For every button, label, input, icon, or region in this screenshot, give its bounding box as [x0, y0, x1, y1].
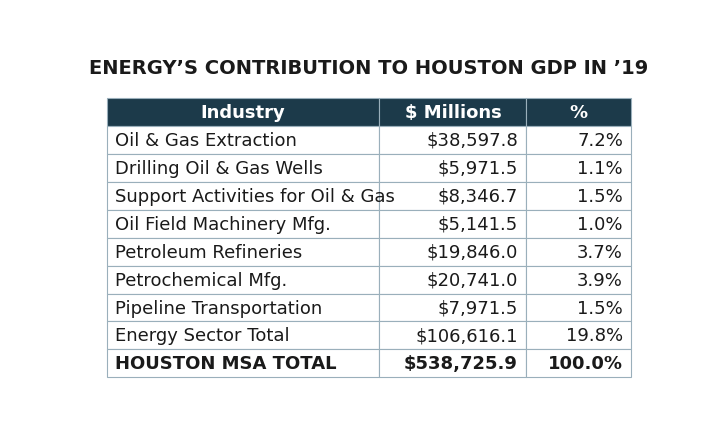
Bar: [107, 127, 379, 155]
Text: 1.5%: 1.5%: [577, 299, 623, 317]
Bar: [526, 127, 631, 155]
Text: 3.9%: 3.9%: [577, 271, 623, 289]
Bar: [379, 350, 526, 377]
Bar: [379, 238, 526, 266]
Text: 100.0%: 100.0%: [548, 354, 623, 373]
Bar: [107, 238, 379, 266]
Bar: [107, 182, 379, 210]
Text: HOUSTON MSA TOTAL: HOUSTON MSA TOTAL: [115, 354, 337, 373]
Bar: [107, 210, 379, 238]
Text: $5,971.5: $5,971.5: [438, 159, 518, 177]
Text: Drilling Oil & Gas Wells: Drilling Oil & Gas Wells: [115, 159, 323, 177]
Text: 1.0%: 1.0%: [577, 215, 623, 233]
Bar: [107, 266, 379, 294]
Text: $ Millions: $ Millions: [405, 104, 501, 121]
Text: Pipeline Transportation: Pipeline Transportation: [115, 299, 323, 317]
Bar: [526, 322, 631, 350]
Text: 1.1%: 1.1%: [577, 159, 623, 177]
Bar: [526, 99, 631, 127]
Text: Petroleum Refineries: Petroleum Refineries: [115, 243, 302, 261]
Text: ENERGY’S CONTRIBUTION TO HOUSTON GDP IN ’19: ENERGY’S CONTRIBUTION TO HOUSTON GDP IN …: [89, 59, 649, 78]
Bar: [526, 238, 631, 266]
Bar: [107, 350, 379, 377]
Bar: [379, 155, 526, 182]
Text: 7.2%: 7.2%: [577, 132, 623, 150]
Bar: [379, 182, 526, 210]
Bar: [107, 99, 379, 127]
Text: 1.5%: 1.5%: [577, 187, 623, 205]
Text: 19.8%: 19.8%: [566, 327, 623, 345]
Bar: [379, 294, 526, 322]
Bar: [526, 294, 631, 322]
Bar: [526, 266, 631, 294]
Text: Petrochemical Mfg.: Petrochemical Mfg.: [115, 271, 287, 289]
Text: Oil Field Machinery Mfg.: Oil Field Machinery Mfg.: [115, 215, 331, 233]
Text: $538,725.9: $538,725.9: [404, 354, 518, 373]
Bar: [107, 155, 379, 182]
Text: Industry: Industry: [201, 104, 286, 121]
Text: $8,346.7: $8,346.7: [438, 187, 518, 205]
Bar: [107, 294, 379, 322]
Bar: [526, 155, 631, 182]
Bar: [526, 350, 631, 377]
Text: Energy Sector Total: Energy Sector Total: [115, 327, 289, 345]
Text: $5,141.5: $5,141.5: [438, 215, 518, 233]
Text: $38,597.8: $38,597.8: [426, 132, 518, 150]
Bar: [107, 322, 379, 350]
Text: Support Activities for Oil & Gas: Support Activities for Oil & Gas: [115, 187, 395, 205]
Text: $106,616.1: $106,616.1: [415, 327, 518, 345]
Bar: [526, 182, 631, 210]
Text: 3.7%: 3.7%: [577, 243, 623, 261]
Bar: [379, 99, 526, 127]
Text: $19,846.0: $19,846.0: [427, 243, 518, 261]
Text: Oil & Gas Extraction: Oil & Gas Extraction: [115, 132, 297, 150]
Bar: [379, 127, 526, 155]
Text: $7,971.5: $7,971.5: [438, 299, 518, 317]
Text: %: %: [570, 104, 588, 121]
Bar: [379, 210, 526, 238]
Bar: [379, 322, 526, 350]
Bar: [526, 210, 631, 238]
Bar: [379, 266, 526, 294]
Text: $20,741.0: $20,741.0: [427, 271, 518, 289]
